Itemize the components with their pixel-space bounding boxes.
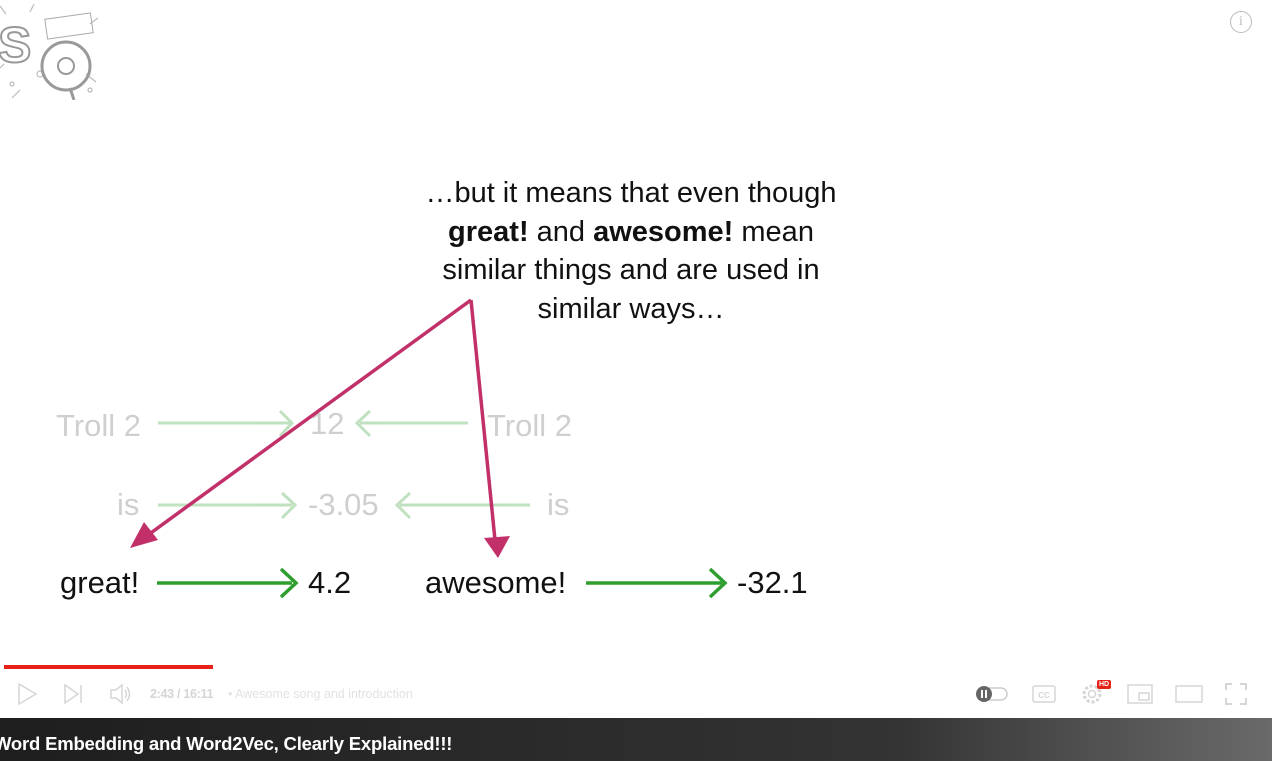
volume-icon[interactable] — [109, 683, 133, 705]
chapter-title[interactable]: • Awesome song and introduction — [228, 687, 413, 701]
caption-great: great! — [448, 215, 529, 248]
word-troll2-right: Troll 2 — [487, 408, 572, 443]
value-neg-3-05: -3.05 — [308, 487, 379, 522]
value-4-2: 4.2 — [308, 565, 352, 600]
caption-awesome: awesome! — [593, 215, 734, 248]
caption-line-4: similar ways… — [537, 292, 725, 325]
word-is-right: is — [547, 487, 570, 522]
autoplay-toggle-icon[interactable] — [974, 684, 1010, 704]
slide-caption: …but it means that even though great! an… — [380, 174, 882, 328]
word-great: great! — [60, 565, 140, 600]
settings-icon[interactable] — [1080, 682, 1104, 706]
value-neg-32-1: -32.1 — [737, 565, 808, 600]
video-player[interactable]: S i …but it means that even though great… — [0, 0, 1272, 718]
pointer-arrow-awesome — [469, 299, 510, 558]
video-title-bar — [0, 718, 1272, 761]
captions-icon[interactable]: CC — [1031, 684, 1057, 704]
time-display: 2:43 / 16:11 — [150, 687, 214, 701]
green-arrow-great — [157, 567, 299, 599]
caption-line-2: great! and awesome! mean — [380, 213, 882, 252]
channel-logo: S — [0, 4, 99, 100]
green-arrow-troll-left — [158, 409, 295, 438]
green-arrow-is-left — [158, 491, 298, 520]
progress-bar-played[interactable] — [4, 665, 213, 669]
play-icon[interactable] — [16, 682, 38, 706]
caption-line-3: similar things and are used in — [442, 254, 820, 286]
next-icon[interactable] — [63, 683, 85, 705]
theater-icon[interactable] — [1175, 684, 1203, 704]
green-arrow-is-right — [394, 491, 530, 520]
word-troll2-left: Troll 2 — [56, 408, 141, 443]
hd-badge: HD — [1097, 680, 1112, 689]
diagram-arrows — [130, 298, 728, 599]
svg-text:CC: CC — [1038, 691, 1050, 700]
svg-text:S: S — [0, 17, 31, 73]
miniplayer-icon[interactable] — [1127, 683, 1153, 705]
caption-mean: mean — [733, 215, 814, 248]
green-arrow-troll-right — [354, 409, 468, 438]
info-icon[interactable]: i — [1230, 11, 1252, 33]
fullscreen-icon[interactable] — [1224, 682, 1248, 706]
green-arrow-awesome — [586, 567, 728, 599]
pointer-arrow-great — [130, 298, 473, 548]
video-title[interactable]: Word Embedding and Word2Vec, Clearly Exp… — [0, 733, 453, 754]
word-awesome: awesome! — [425, 565, 567, 600]
word-is-left: is — [117, 487, 140, 522]
caption-and: and — [528, 215, 594, 248]
caption-line-1: …but it means that even though — [425, 177, 837, 209]
